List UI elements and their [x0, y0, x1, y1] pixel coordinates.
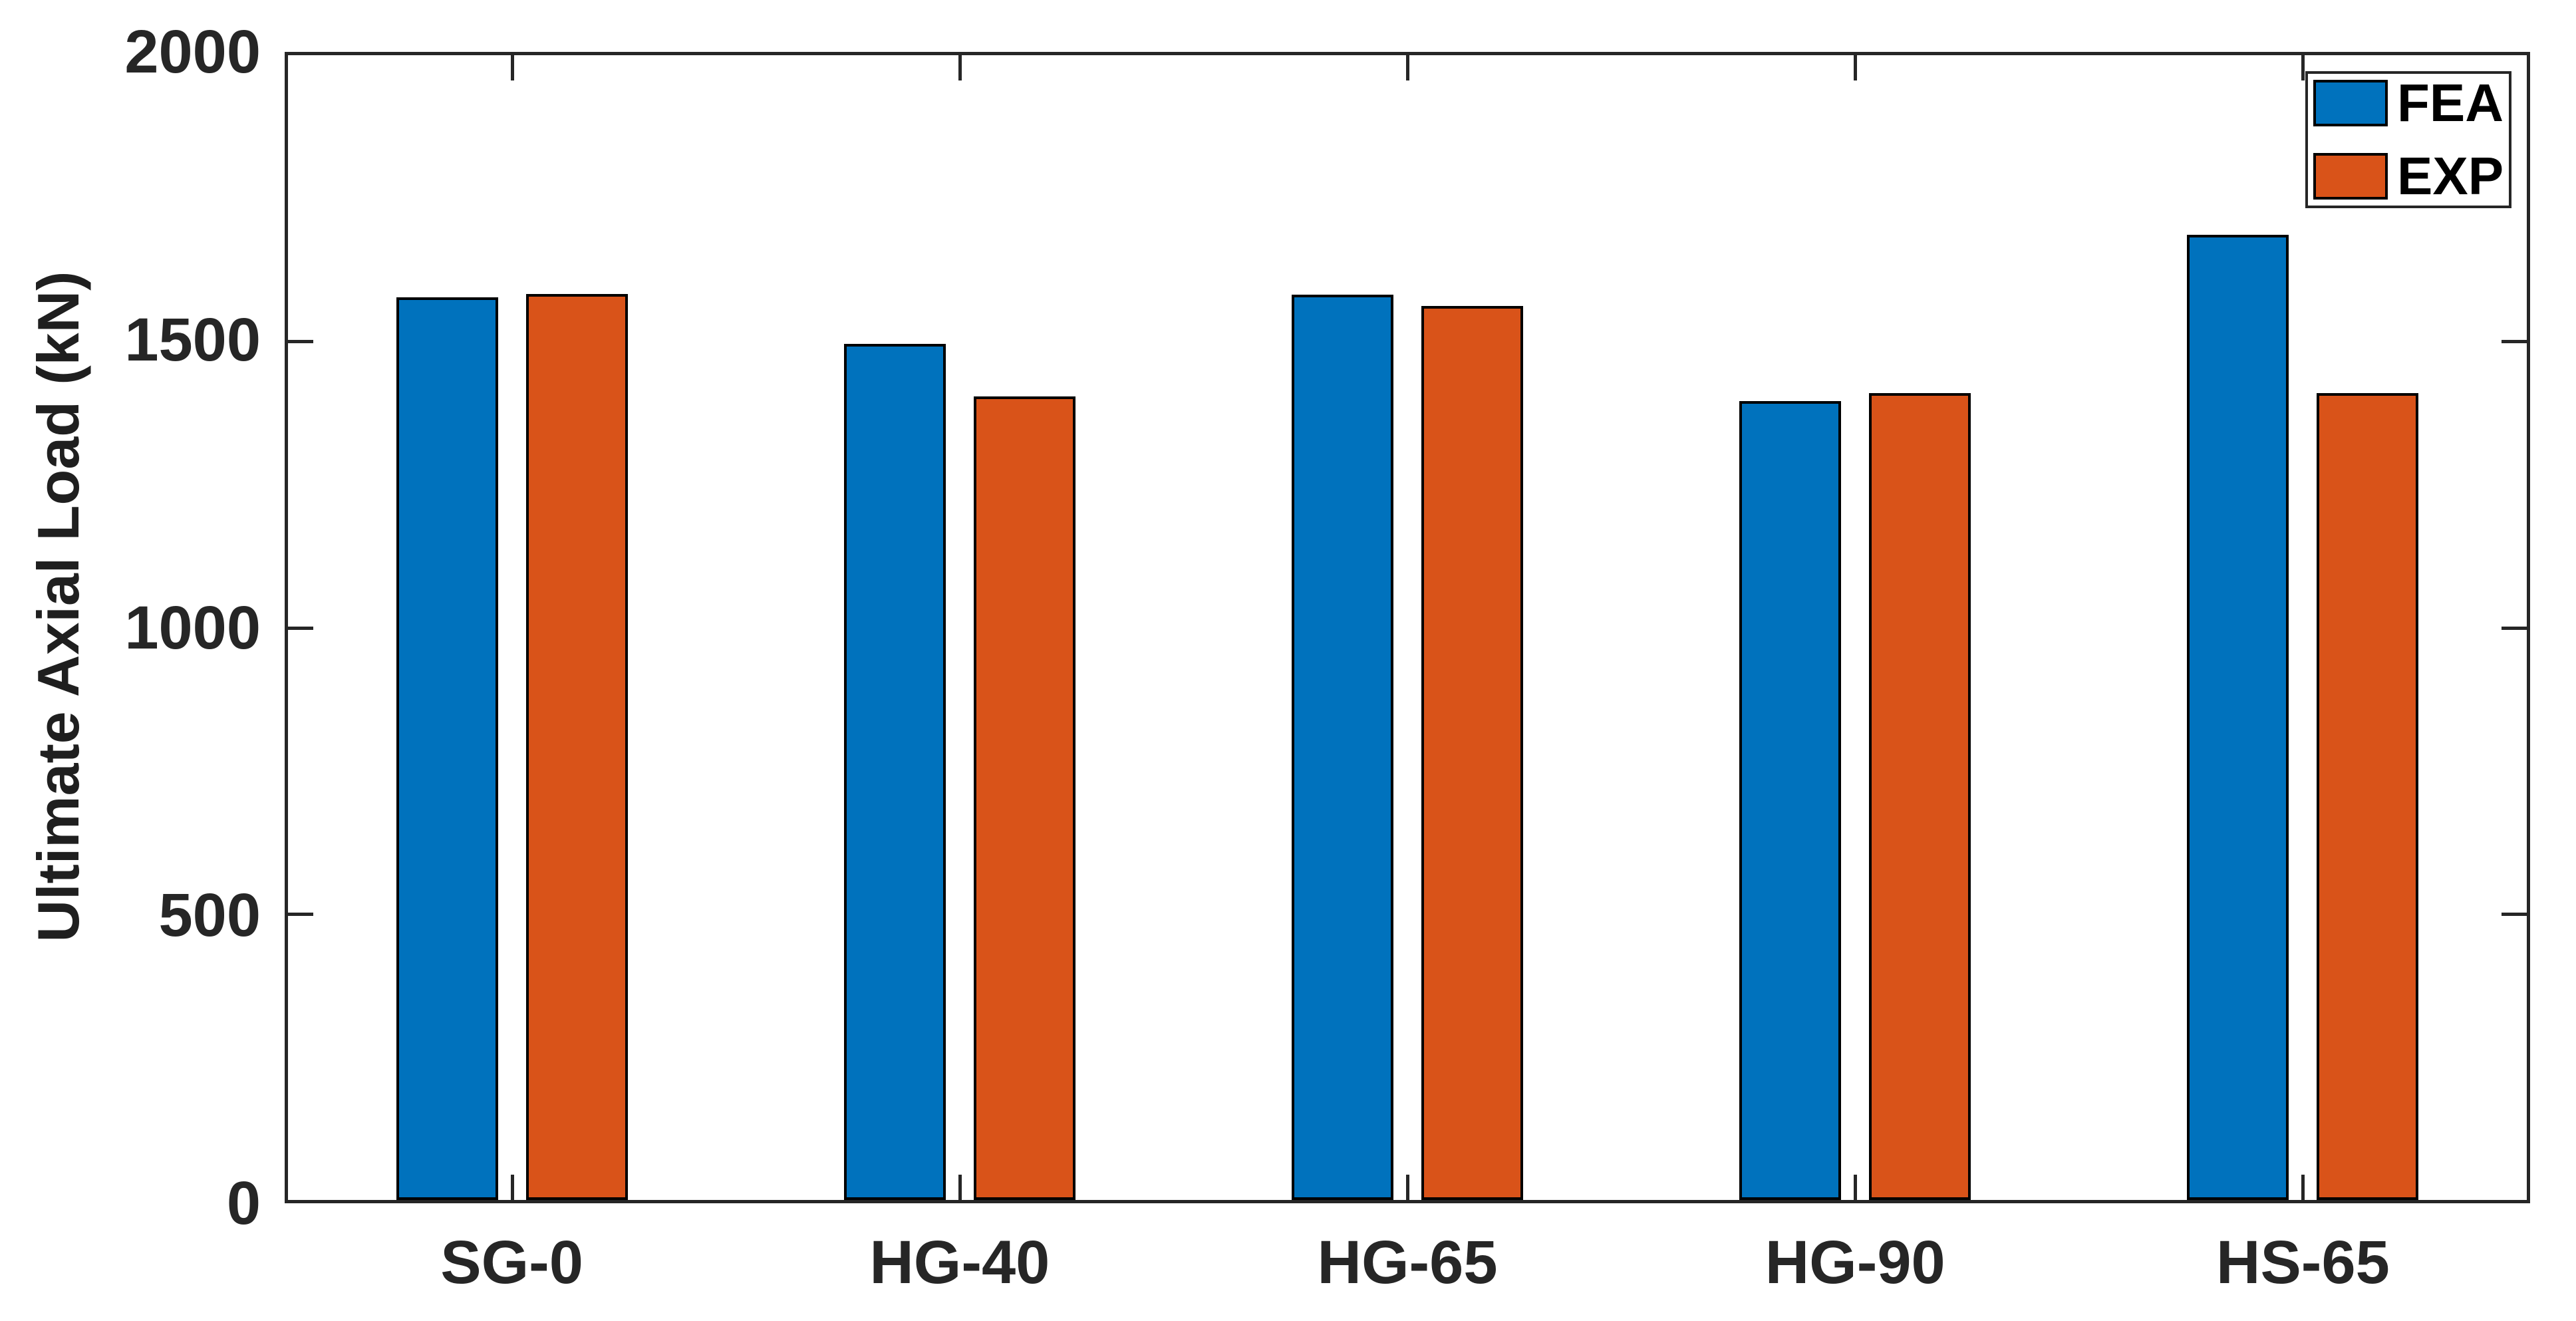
x-tick-mark [1406, 55, 1409, 80]
x-tick-label: HG-65 [1317, 1229, 1498, 1296]
x-tick-mark [958, 55, 962, 80]
x-tick-label: HG-40 [869, 1229, 1050, 1296]
x-tick-label: HG-90 [1765, 1229, 1945, 1296]
plot-area [285, 52, 2530, 1203]
bar-EXP-HS-65 [2317, 393, 2419, 1200]
y-tick-mark [2502, 340, 2527, 344]
legend-label-FEA: FEA [2397, 73, 2504, 132]
bar-FEA-HG-90 [1739, 401, 1842, 1200]
x-tick-mark [2301, 1175, 2305, 1200]
legend-item-FEA: FEA [2313, 76, 2509, 130]
bar-EXP-HG-40 [973, 396, 1075, 1200]
y-tick-label: 500 [158, 881, 261, 950]
bar-EXP-HG-90 [1869, 393, 1971, 1200]
bar-FEA-HG-65 [1292, 295, 1393, 1200]
legend-swatch-EXP [2313, 153, 2388, 200]
y-tick-mark [2502, 626, 2527, 630]
x-tick-mark [958, 1175, 962, 1200]
x-tick-mark [2301, 55, 2305, 80]
bar-FEA-HS-65 [2187, 235, 2289, 1200]
legend-item-EXP: EXP [2313, 150, 2509, 203]
x-tick-label: HS-65 [2216, 1229, 2390, 1296]
legend: FEA EXP [2305, 71, 2511, 208]
x-tick-label: SG-0 [440, 1229, 583, 1296]
legend-label-EXP: EXP [2397, 146, 2504, 206]
bar-EXP-SG-0 [525, 294, 628, 1200]
y-tick-label: 2000 [124, 18, 261, 86]
bar-FEA-SG-0 [396, 297, 498, 1200]
bar-FEA-HG-40 [843, 344, 946, 1200]
x-tick-mark [510, 1175, 514, 1200]
y-tick-mark [288, 340, 313, 344]
y-tick-mark [2502, 912, 2527, 916]
y-tick-label: 1000 [124, 593, 261, 662]
x-tick-mark [1854, 55, 1858, 80]
y-tick-mark [288, 912, 313, 916]
y-tick-mark [288, 626, 313, 630]
y-tick-label: 0 [226, 1169, 261, 1237]
x-tick-mark [1406, 1175, 1409, 1200]
x-tick-mark [1854, 1175, 1858, 1200]
legend-swatch-FEA [2313, 80, 2388, 126]
y-tick-label: 1500 [124, 305, 261, 374]
bar-EXP-HG-65 [1421, 306, 1523, 1200]
x-tick-mark [510, 55, 514, 80]
